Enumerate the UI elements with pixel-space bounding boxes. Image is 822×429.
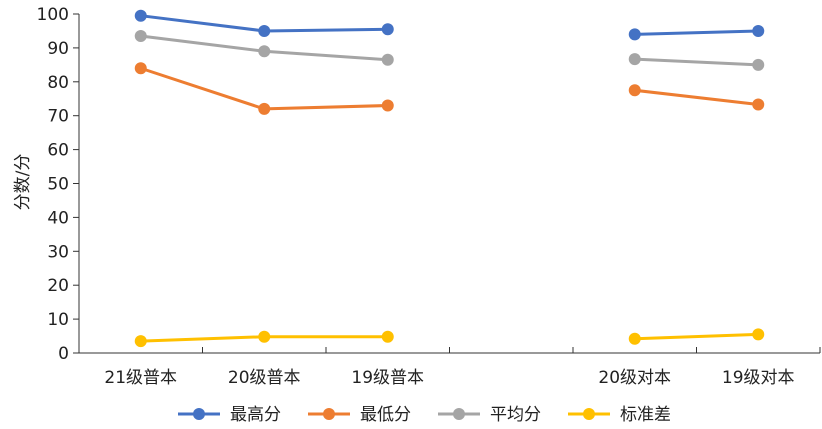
data-point <box>134 9 147 22</box>
series-layer <box>134 9 765 348</box>
series-line <box>140 66 388 111</box>
y-axis-title: 分数/分 <box>13 154 33 211</box>
data-point <box>628 53 641 66</box>
data-point <box>752 98 765 111</box>
data-point <box>381 23 394 36</box>
legend-label: 最低分 <box>360 405 411 425</box>
legend-marker <box>453 408 465 420</box>
legend: 最高分 最低分 平均分 标准差 <box>178 405 671 425</box>
series-4 <box>134 328 765 348</box>
legend-marker <box>323 408 335 420</box>
series-3 <box>134 30 765 71</box>
y-tick-label: 40 <box>47 208 69 228</box>
data-point <box>628 332 641 345</box>
y-tick-label: 10 <box>47 310 69 330</box>
x-tick-label: 20级普本 <box>228 368 301 388</box>
data-point <box>134 30 147 43</box>
y-tick-label: 30 <box>47 242 69 262</box>
data-point <box>258 102 271 115</box>
legend-item: 最高分 <box>178 405 281 425</box>
series-line <box>634 332 759 341</box>
data-point <box>628 84 641 97</box>
y-tick-label: 70 <box>47 107 69 127</box>
legend-label: 标准差 <box>620 405 671 425</box>
y-tick-label: 60 <box>47 141 69 161</box>
x-tick-label: 19级对本 <box>722 368 795 388</box>
y-tick-label: 80 <box>47 73 69 93</box>
series-line <box>634 88 759 107</box>
data-point <box>134 62 147 75</box>
data-point <box>752 58 765 71</box>
legend-label: 最高分 <box>230 405 281 425</box>
y-tick-label: 100 <box>37 5 69 25</box>
legend-item: 标准差 <box>568 405 671 425</box>
x-tick-label: 20级对本 <box>598 368 671 388</box>
data-point <box>752 24 765 37</box>
series-1 <box>134 9 765 41</box>
data-point <box>258 45 271 58</box>
legend-item: 最低分 <box>308 405 411 425</box>
data-point <box>134 335 147 348</box>
y-tick-label: 90 <box>47 39 69 59</box>
legend-item: 平均分 <box>438 405 541 425</box>
x-tick-label: 21级普本 <box>104 368 177 388</box>
y-tick-label: 20 <box>47 276 69 296</box>
data-point <box>752 328 765 341</box>
y-tick-label: 0 <box>58 344 69 364</box>
y-axis: 0 10 20 30 40 50 60 70 80 90 100 <box>37 5 80 364</box>
y-tick-label: 50 <box>47 175 69 195</box>
data-point <box>381 53 394 66</box>
data-point <box>381 330 394 343</box>
data-point <box>258 24 271 37</box>
legend-marker <box>583 408 595 420</box>
series-line <box>634 29 759 36</box>
x-tick-label: 19级普本 <box>351 368 424 388</box>
series-line <box>634 57 759 67</box>
series-2 <box>134 62 765 115</box>
data-point <box>628 28 641 41</box>
data-point <box>258 330 271 343</box>
legend-marker <box>193 408 205 420</box>
data-point <box>381 99 394 112</box>
x-axis: 21级普本 20级普本 19级普本 20级对本 19级对本 <box>79 347 821 388</box>
legend-label: 平均分 <box>490 405 541 425</box>
